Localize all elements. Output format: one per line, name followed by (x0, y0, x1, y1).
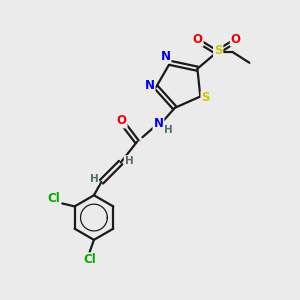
Text: H: H (124, 156, 134, 166)
Text: H: H (164, 125, 172, 135)
Text: S: S (201, 92, 210, 104)
Text: H: H (90, 174, 98, 184)
Text: Cl: Cl (47, 193, 60, 206)
Text: N: N (145, 79, 154, 92)
Text: O: O (117, 114, 127, 128)
Text: O: O (231, 33, 241, 46)
Text: Cl: Cl (83, 253, 96, 266)
Text: S: S (214, 44, 222, 57)
Text: O: O (193, 33, 203, 46)
Text: N: N (153, 117, 164, 130)
Text: N: N (160, 50, 171, 63)
